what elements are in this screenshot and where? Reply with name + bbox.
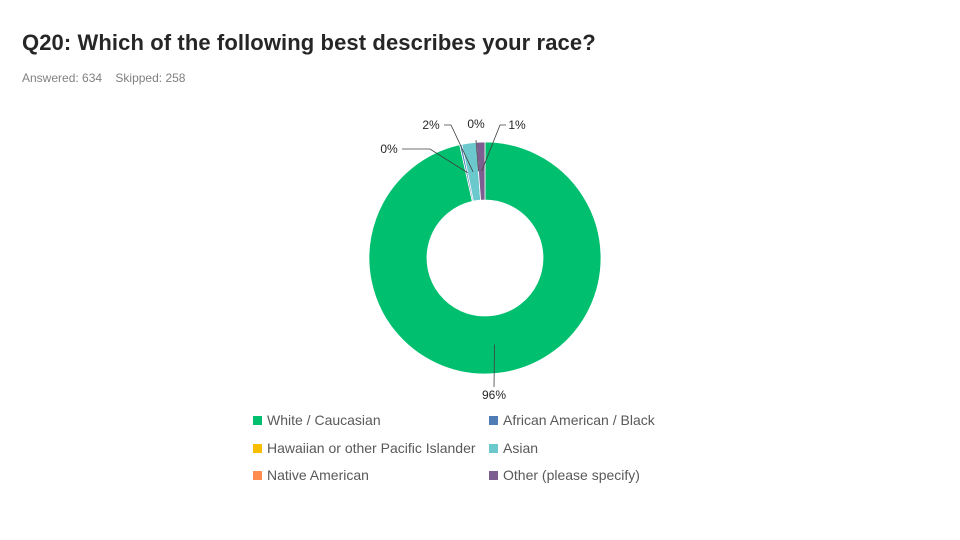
legend-label: Other (please specify): [503, 467, 640, 483]
legend-label: Asian: [503, 439, 539, 456]
leader-line-asian: [444, 124, 474, 173]
data-label-white-caucasian: 96%: [482, 388, 506, 402]
legend-label: Native American: [267, 467, 369, 483]
legend-swatch: [253, 443, 262, 453]
leader-line-hawaiian-or-other-pacific-islander: [402, 148, 468, 174]
legend-item-white-caucasian: White / Caucasian: [253, 412, 381, 428]
chart-title: Q20: Which of the following best describ…: [22, 30, 596, 55]
legend-swatch: [489, 443, 498, 453]
leader-line-native-american: [475, 139, 479, 172]
data-label-asian: 2%: [422, 118, 440, 132]
legend-label: African American / Black: [503, 412, 655, 428]
legend-swatch: [253, 471, 262, 480]
slice-white-caucasian: [368, 141, 602, 375]
legend-item-native-american: Native American: [253, 467, 369, 483]
skipped-count: Skipped: 258: [115, 71, 186, 85]
legend-item-other-please-specify: Other (please specify): [489, 467, 640, 483]
data-label-native-american: 0%: [467, 117, 485, 131]
answered-count: Answered: 634: [22, 71, 103, 85]
legend-item-hawaiian-or-other-pacific-islander: Hawaiian or other Pacific Islander: [253, 440, 476, 456]
legend-swatch: [253, 416, 262, 425]
slice-other-please-specify: [475, 141, 486, 201]
legend-label: Hawaiian or other Pacific Islander: [267, 439, 476, 456]
data-label-hawaiian-or-other-pacific-islander: 0%: [380, 142, 398, 156]
legend-swatch: [489, 471, 498, 480]
leader-line-white-caucasian: [493, 344, 495, 388]
response-summary: Answered: 634 Skipped: 258: [22, 71, 195, 85]
legend-label: White / Caucasian: [267, 412, 381, 428]
legend-item-african-american-black: African American / Black: [489, 412, 655, 428]
legend-swatch: [489, 416, 498, 425]
legend-item-asian: Asian: [489, 440, 538, 456]
leader-line-other-please-specify: [481, 124, 506, 172]
data-label-other-please-specify: 1%: [508, 118, 526, 132]
